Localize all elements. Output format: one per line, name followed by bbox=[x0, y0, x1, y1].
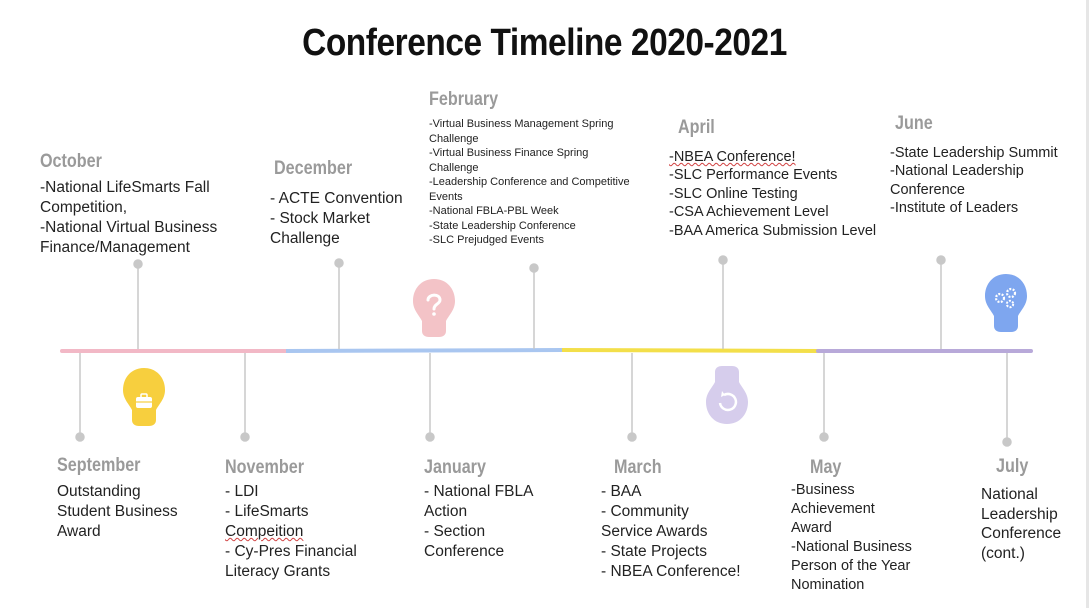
event-line: -Virtual Business Finance Spring bbox=[429, 147, 589, 159]
event-line: Conference bbox=[981, 525, 1062, 542]
event-line: Compeition bbox=[225, 523, 304, 540]
october-events: -National LifeSmarts Fall Competition, -… bbox=[40, 178, 217, 258]
event-line: Competition, bbox=[40, 199, 128, 216]
april-events: -NBEA Conference! -SLC Performance Event… bbox=[669, 148, 876, 240]
july-events: National Leadership Conference (cont.) bbox=[981, 485, 1061, 563]
slide-edge bbox=[1086, 0, 1089, 608]
event-line: Challenge bbox=[429, 161, 479, 174]
event-line: - NBEA Conference! bbox=[601, 563, 741, 580]
page-title: Conference Timeline 2020-2021 bbox=[302, 22, 787, 64]
event-line: Challenge bbox=[270, 230, 340, 247]
event-line: -SLC Prejudged Events bbox=[429, 234, 544, 246]
event-line: -Leadership Conference and Competitive bbox=[429, 176, 630, 188]
event-line: -National Leadership bbox=[890, 163, 1024, 180]
event-line: Leadership bbox=[981, 505, 1058, 523]
event-line: -BAA America Submission Level bbox=[669, 222, 877, 239]
june-events: -State Leadership Summit -National Leade… bbox=[890, 144, 1058, 218]
month-december: December bbox=[274, 158, 353, 179]
january-events: - National FBLA Action - Section Confere… bbox=[424, 482, 533, 562]
event-line: - State Projects bbox=[601, 543, 707, 560]
event-line: -State Leadership Summit bbox=[890, 145, 1058, 161]
timeline-segment-blue bbox=[285, 348, 563, 353]
dot-may bbox=[819, 432, 829, 442]
event-line: Literacy Grants bbox=[225, 563, 331, 580]
event-line: - Community bbox=[601, 503, 689, 520]
question-icon bbox=[413, 279, 455, 337]
event-line: Person of the Year bbox=[791, 558, 911, 574]
dot-october bbox=[133, 259, 143, 269]
event-line: Award bbox=[57, 523, 101, 540]
event-line: -National Business bbox=[791, 539, 912, 555]
event-line: - Stock Market bbox=[270, 210, 370, 227]
event-line: -Virtual Business Management Spring bbox=[429, 118, 614, 130]
event-line: Nomination bbox=[791, 577, 865, 593]
event-line: Achievement bbox=[791, 501, 875, 517]
event-line: Student Business bbox=[57, 503, 178, 520]
dot-april bbox=[718, 255, 728, 265]
event-line: - LDI bbox=[225, 483, 259, 500]
event-line: -NBEA Conference! bbox=[669, 149, 796, 165]
month-january: January bbox=[424, 457, 486, 478]
month-april: April bbox=[678, 117, 715, 138]
event-line: Events bbox=[429, 190, 463, 203]
month-march: March bbox=[614, 457, 662, 478]
dot-february bbox=[529, 263, 539, 273]
event-line: -State Leadership Conference bbox=[429, 219, 576, 232]
refresh-icon bbox=[706, 366, 748, 424]
event-line: - BAA bbox=[601, 483, 642, 500]
gears-icon bbox=[985, 274, 1027, 332]
month-february: February bbox=[429, 89, 499, 110]
december-events: - ACTE Convention - Stock Market Challen… bbox=[270, 189, 403, 249]
dot-june bbox=[936, 255, 946, 265]
november-events: - LDI - LifeSmarts Compeition - Cy-Pres … bbox=[225, 482, 357, 582]
timeline-segment-yellow bbox=[561, 348, 819, 353]
september-events: Outstanding Student Business Award bbox=[57, 482, 178, 542]
march-events: - BAA - Community Service Awards - State… bbox=[601, 482, 741, 582]
february-events: -Virtual Business Management Spring Chal… bbox=[429, 117, 630, 248]
event-line: Outstanding bbox=[57, 483, 141, 500]
event-line: -SLC Performance Events bbox=[669, 167, 838, 184]
event-line: - National FBLA bbox=[424, 483, 534, 500]
dot-september bbox=[75, 432, 85, 442]
month-october: October bbox=[40, 151, 102, 172]
may-events: -Business Achievement Award -National Bu… bbox=[791, 481, 912, 595]
event-line: Award bbox=[791, 520, 832, 536]
event-line: -Business bbox=[791, 482, 855, 498]
dot-january bbox=[425, 432, 435, 442]
dot-july bbox=[1002, 437, 1012, 447]
month-november: November bbox=[225, 457, 304, 478]
dot-december bbox=[334, 258, 344, 268]
event-line: Service Awards bbox=[601, 523, 708, 540]
briefcase-icon bbox=[123, 368, 165, 426]
event-line: - LifeSmarts bbox=[225, 503, 309, 520]
event-line: - Cy-Pres Financial bbox=[225, 543, 357, 560]
month-september: September bbox=[57, 455, 141, 476]
event-line: Challenge bbox=[429, 132, 479, 145]
event-line: National bbox=[981, 486, 1038, 503]
month-july: July bbox=[996, 456, 1029, 477]
event-line: -SLC Online Testing bbox=[669, 185, 798, 202]
event-line: - Section bbox=[424, 523, 486, 540]
dot-november bbox=[240, 432, 250, 442]
event-line: -CSA Achievement Level bbox=[669, 204, 829, 221]
event-line: (cont.) bbox=[981, 544, 1025, 562]
event-line: -Institute of Leaders bbox=[890, 200, 1019, 217]
dot-march bbox=[627, 432, 637, 442]
month-june: June bbox=[895, 113, 933, 134]
event-line: Conference bbox=[424, 543, 505, 560]
event-line: -National LifeSmarts Fall bbox=[40, 179, 210, 196]
month-may: May bbox=[810, 457, 842, 478]
event-line: Action bbox=[424, 503, 468, 520]
event-line: Conference bbox=[890, 181, 965, 198]
event-line: -National Virtual Business bbox=[40, 219, 218, 236]
event-line: -National FBLA-PBL Week bbox=[429, 205, 559, 217]
event-line: Finance/Management bbox=[40, 239, 190, 256]
event-line: - ACTE Convention bbox=[270, 190, 403, 207]
